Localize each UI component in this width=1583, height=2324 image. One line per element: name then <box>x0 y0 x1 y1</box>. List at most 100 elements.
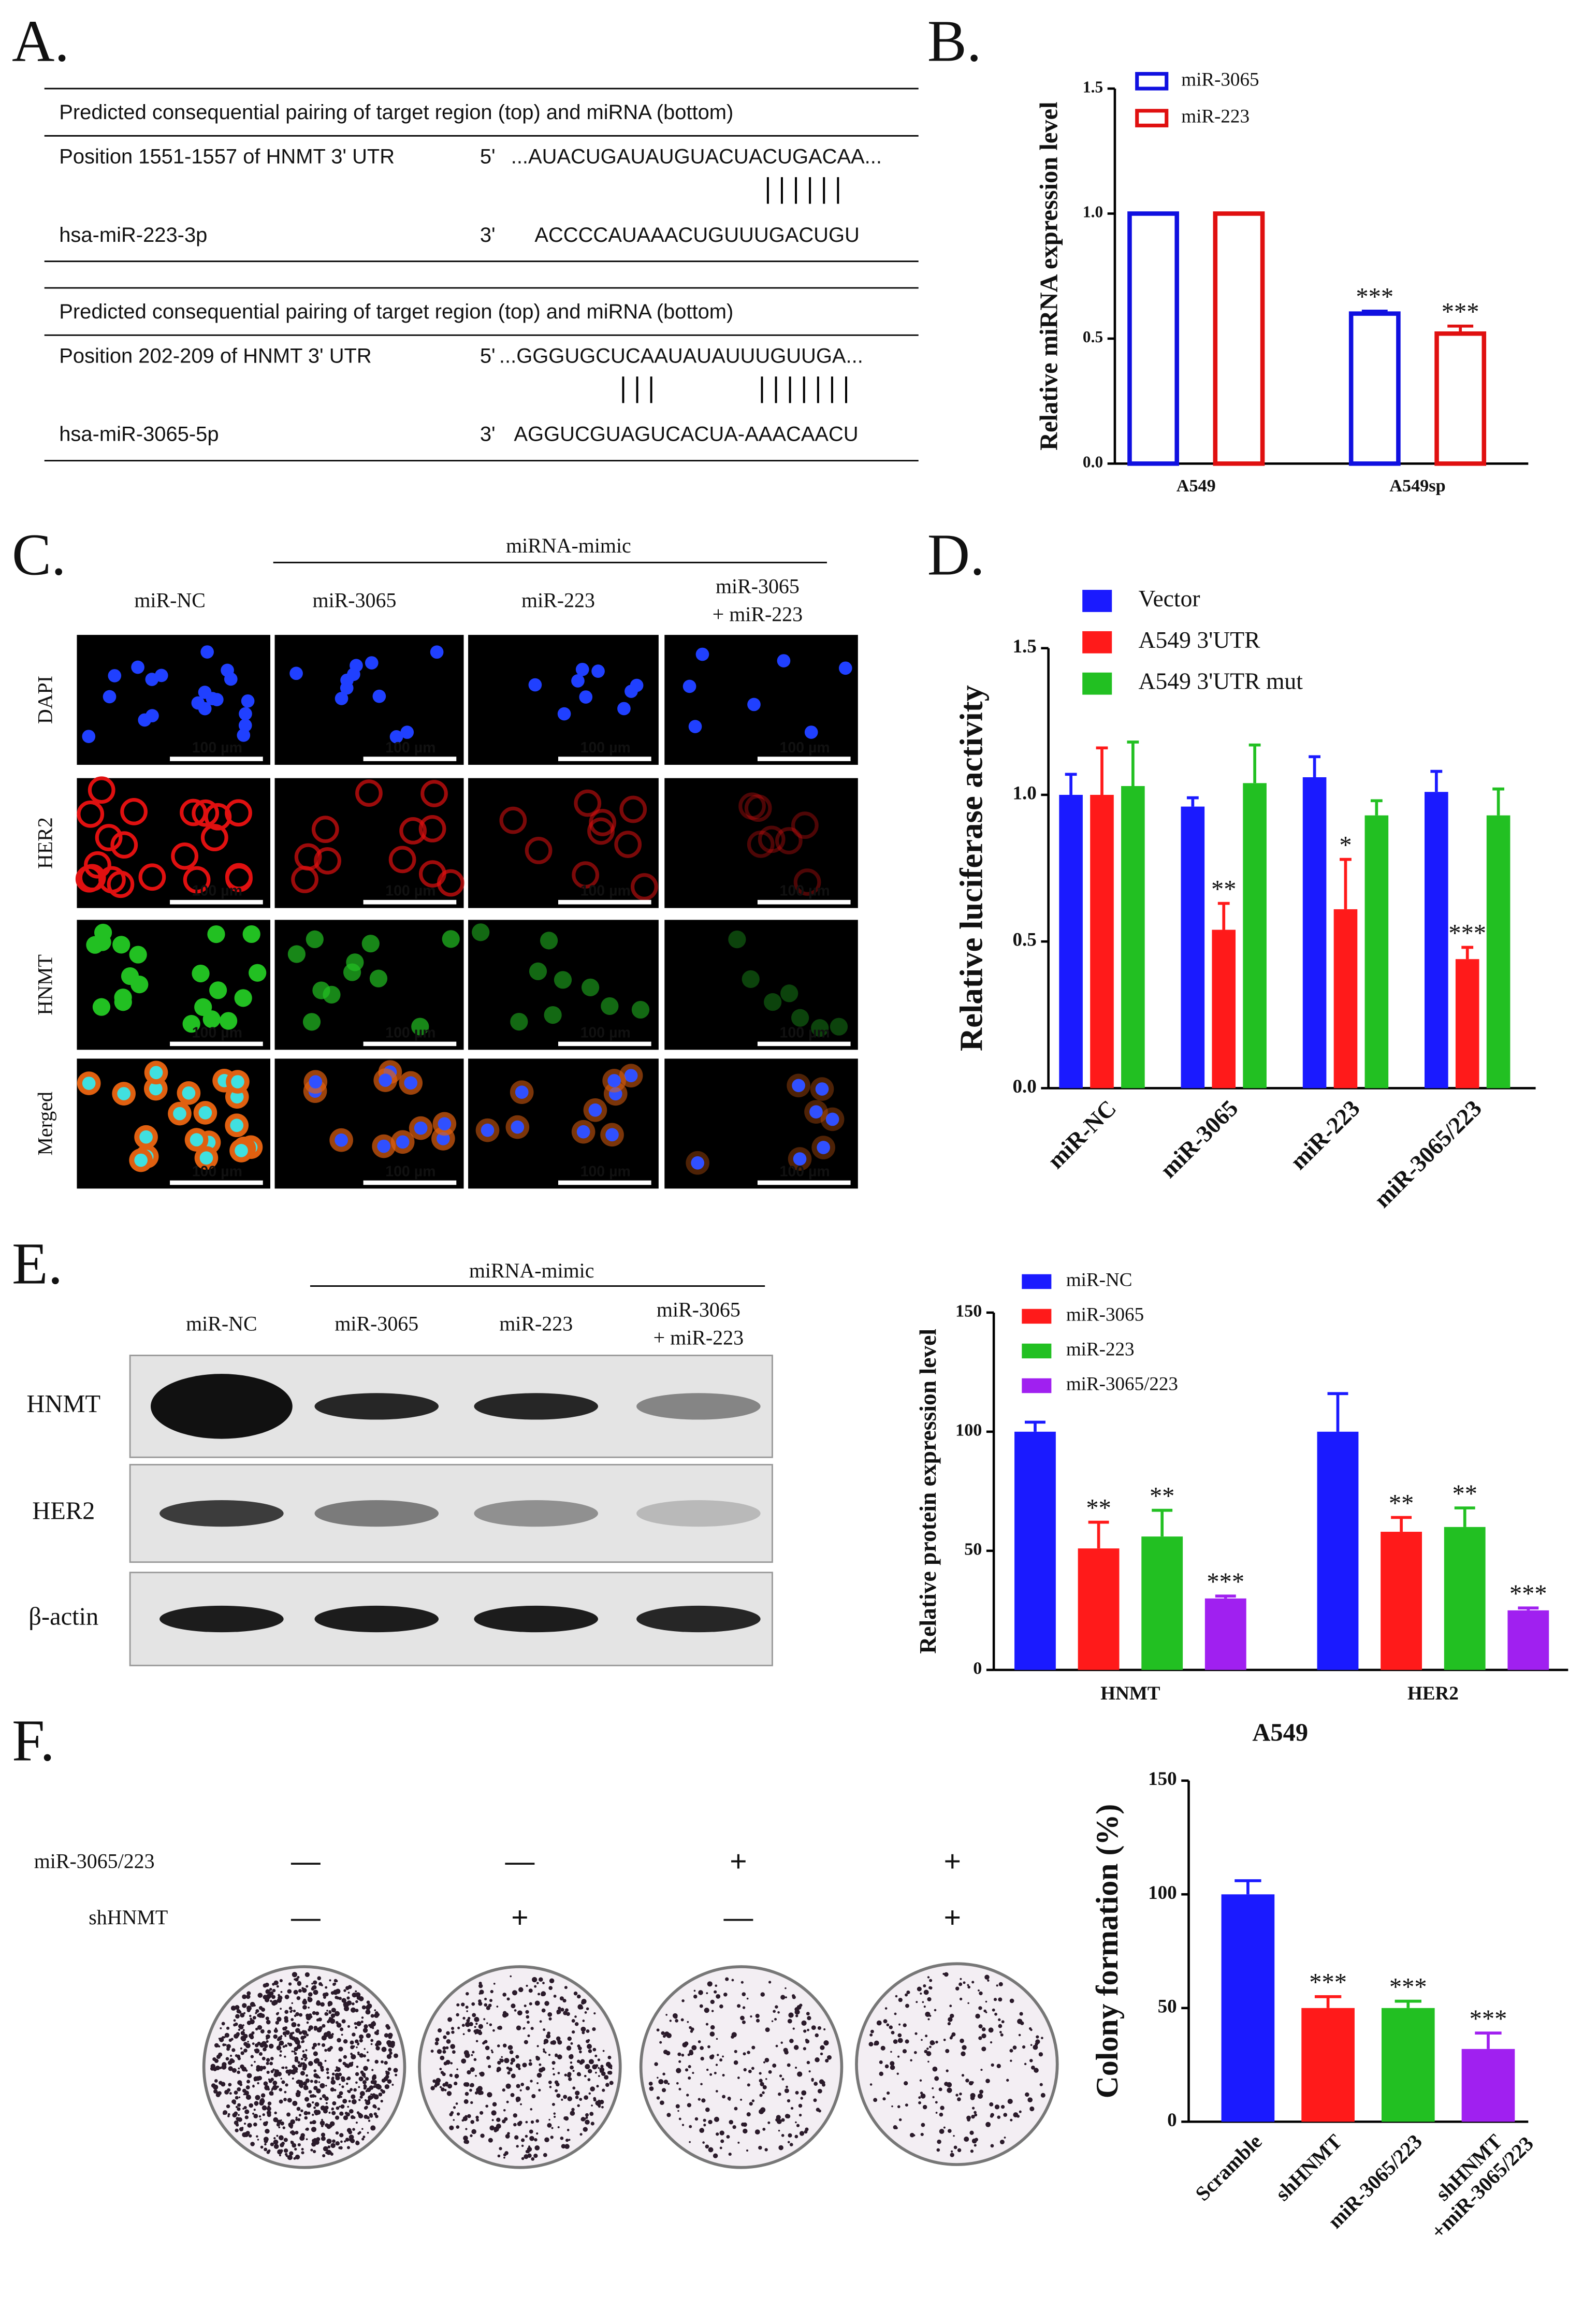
colony <box>970 2096 975 2100</box>
colony <box>485 2104 489 2108</box>
colony <box>363 2075 366 2078</box>
colony <box>560 2136 564 2140</box>
colony <box>564 2073 567 2076</box>
colony <box>950 2013 954 2018</box>
colony <box>666 2113 671 2117</box>
nucleus <box>838 661 852 675</box>
colony <box>469 2088 472 2092</box>
nucleus <box>182 1086 196 1100</box>
colony <box>698 2040 701 2043</box>
colony <box>374 2009 376 2012</box>
colony <box>541 1991 546 1997</box>
colony <box>255 2009 259 2013</box>
colony <box>773 2010 776 2013</box>
colony <box>564 2144 570 2149</box>
colony <box>284 2153 288 2156</box>
colony <box>557 2054 562 2060</box>
group-header: miRNA-mimic <box>469 1259 594 1282</box>
colony <box>273 1980 279 1985</box>
colony <box>1040 2093 1045 2098</box>
colony <box>607 2055 612 2059</box>
colony <box>328 2017 333 2023</box>
colony <box>243 2106 247 2110</box>
colony <box>210 2064 216 2069</box>
colony <box>1012 2045 1017 2050</box>
colony <box>733 2060 738 2065</box>
colony <box>577 2044 580 2048</box>
colony <box>1017 2018 1023 2024</box>
colony <box>767 2121 771 2124</box>
colony <box>823 2040 829 2046</box>
error-bar <box>1309 755 1320 777</box>
colony <box>590 2086 595 2091</box>
colony <box>578 2004 583 2009</box>
colony <box>306 2138 308 2140</box>
colony <box>932 2096 935 2099</box>
cell <box>192 964 210 983</box>
colony <box>233 2023 237 2027</box>
colony <box>276 2123 280 2127</box>
colony <box>317 2042 321 2046</box>
colony <box>324 2096 329 2101</box>
micrograph <box>664 920 858 1050</box>
colony <box>287 1989 292 1994</box>
colony <box>273 2117 279 2123</box>
cell <box>472 923 490 941</box>
colony <box>491 2119 494 2122</box>
colony <box>1033 2044 1038 2050</box>
colony <box>288 1982 292 1986</box>
colony <box>375 2114 379 2118</box>
colony <box>491 2110 497 2116</box>
colony <box>681 2124 685 2126</box>
bar <box>1204 1598 1246 1670</box>
colony <box>269 2043 274 2049</box>
colony <box>783 2047 788 2053</box>
colony <box>688 2065 691 2068</box>
colony <box>975 2013 980 2019</box>
colony <box>882 2097 886 2101</box>
cell <box>107 870 135 898</box>
colony <box>471 2002 475 2006</box>
colony <box>530 2027 534 2030</box>
colony <box>339 2133 344 2138</box>
colony <box>311 2142 316 2147</box>
colony <box>746 1997 749 2000</box>
colony <box>734 2107 738 2111</box>
colony <box>957 2148 962 2153</box>
colony <box>560 2008 564 2012</box>
colony <box>979 1991 983 1996</box>
colony <box>559 1996 564 2001</box>
colony <box>221 2022 225 2026</box>
colony <box>306 1985 309 1988</box>
colony <box>935 2101 938 2104</box>
bar <box>1507 1610 1549 1670</box>
cell <box>540 932 558 950</box>
target-sequence: ...GGGUGCUCAAUAUAUUUGUUGA... <box>499 345 863 368</box>
colony <box>451 2027 455 2030</box>
colony <box>534 2000 540 2006</box>
cell <box>775 827 803 855</box>
colony <box>794 2007 800 2012</box>
colony <box>480 2071 485 2077</box>
colony <box>814 2082 818 2086</box>
colony <box>488 2003 492 2008</box>
colony <box>598 2067 600 2069</box>
colony <box>430 2050 434 2053</box>
cell <box>614 831 642 858</box>
colony <box>682 2042 688 2047</box>
colony <box>589 2059 594 2065</box>
colony <box>260 2093 266 2098</box>
colony <box>361 2005 366 2010</box>
colony <box>873 2098 878 2102</box>
nucleus <box>511 1120 525 1134</box>
colony <box>470 2134 473 2138</box>
bar <box>1455 959 1479 1088</box>
cell <box>619 795 647 823</box>
bar <box>1121 786 1145 1088</box>
colony <box>314 2102 319 2107</box>
colony <box>543 2039 549 2044</box>
colony <box>478 1983 483 1988</box>
bar <box>1078 1548 1120 1670</box>
colony <box>275 2012 279 2015</box>
colony <box>245 2085 250 2090</box>
